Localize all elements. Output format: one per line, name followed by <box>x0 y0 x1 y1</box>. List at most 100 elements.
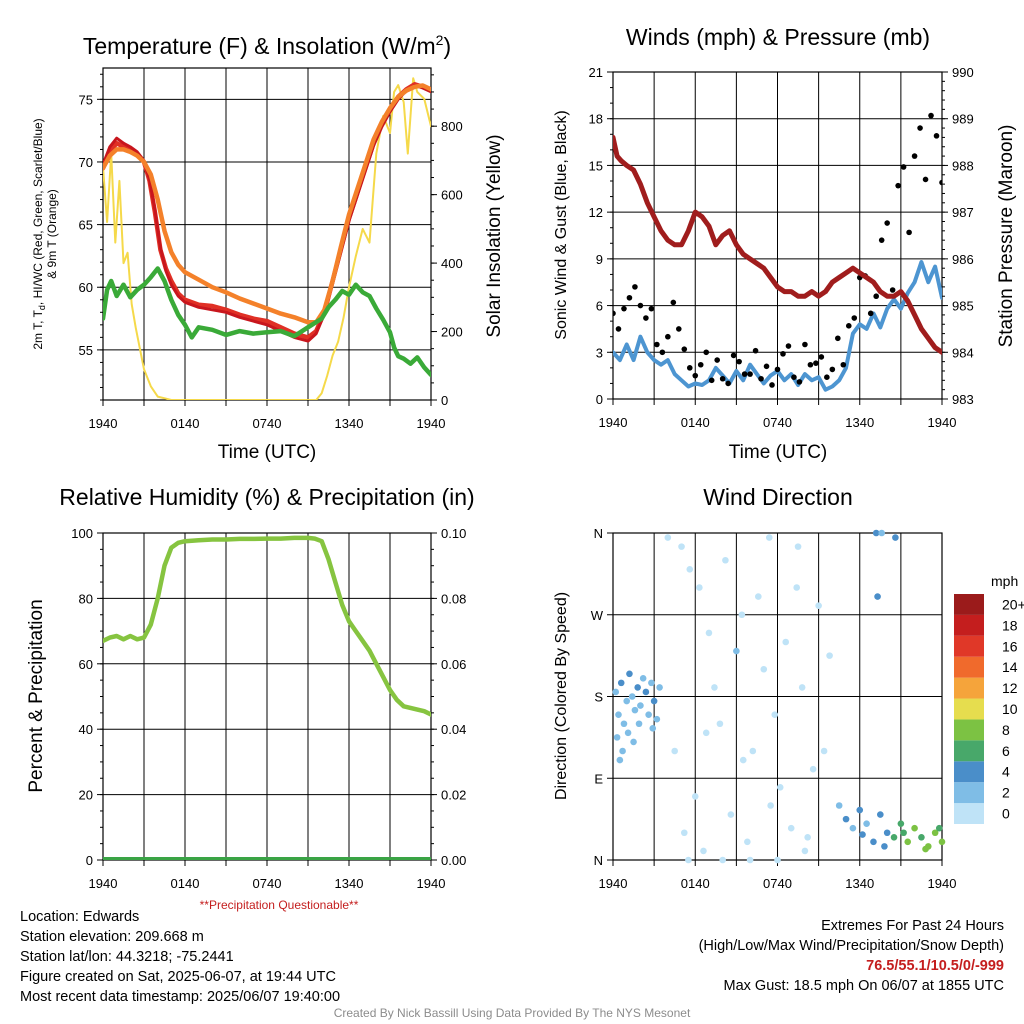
direction-point <box>617 679 625 687</box>
colorbar-swatch <box>954 719 984 741</box>
wind-gust-point <box>939 179 942 186</box>
direction-point <box>835 802 843 809</box>
direction-point <box>782 638 790 646</box>
direction-point <box>680 829 688 837</box>
direction-point <box>671 747 678 755</box>
y2-tick-label: 400 <box>441 256 463 271</box>
colorbar-swatch <box>954 614 984 636</box>
wind-gust-point <box>758 375 764 382</box>
x-tick-label: 1940 <box>928 415 957 430</box>
y-tick-label: N <box>594 526 603 541</box>
direction-point <box>664 534 672 541</box>
y2-tick-label: 987 <box>952 205 974 220</box>
direction-point <box>642 688 650 696</box>
wind-gust-point <box>752 347 759 354</box>
direction-point <box>878 529 885 537</box>
humidity-panel: Relative Humidity (%) & Precipitation (i… <box>26 484 475 912</box>
colorbar-swatch <box>954 656 984 678</box>
winds-xlabel: Time (UTC) <box>729 442 828 463</box>
max-gust: Max Gust: 18.5 mph On 06/07 at 1855 UTC <box>723 978 1004 994</box>
colorbar-title: mph <box>991 573 1018 589</box>
colorbar-label: 14 <box>1002 659 1018 675</box>
wind-gust-point <box>714 357 720 363</box>
direction-point <box>711 684 718 691</box>
station-info: Location: Edwards Station elevation: 209… <box>20 907 340 1007</box>
wind-gust-point <box>615 326 622 332</box>
wind-gust-point <box>741 371 748 377</box>
wind-gust-point <box>626 294 633 301</box>
direction-point <box>613 734 621 741</box>
direction-point <box>774 856 781 864</box>
direction-point <box>815 602 822 609</box>
y2-tick-label: 988 <box>952 158 974 173</box>
y2-tick-label: 990 <box>952 65 974 80</box>
wind-gust-point <box>900 164 907 170</box>
direction-point <box>771 711 779 718</box>
direction-point <box>649 724 657 732</box>
colorbar-label: 6 <box>1002 743 1010 759</box>
dewpoint-line <box>103 266 431 378</box>
temperature-panel: Temperature (F) & Insolation (W/m2) 55 60… <box>31 32 505 463</box>
wind-gust-point <box>637 302 644 309</box>
wind-gust-point <box>895 182 901 189</box>
direction-point <box>793 584 800 591</box>
y-tick-label: 60 <box>79 657 93 672</box>
wind-gust-point <box>676 326 682 332</box>
recent-timestamp: Most recent data timestamp: 2025/06/07 1… <box>20 989 341 1005</box>
extremes-values: 76.5/55.1/10.5/0/-999 <box>866 958 1004 974</box>
wind-gust-point <box>730 352 737 359</box>
wind-gust-point <box>725 380 731 387</box>
direction-point <box>897 820 905 827</box>
wind-gust-point <box>632 284 638 290</box>
wind-gust-point <box>785 343 792 349</box>
y2-tick-label: 983 <box>952 392 974 407</box>
direction-point <box>719 856 726 864</box>
direction-point <box>935 824 943 832</box>
wind-gust-point <box>686 365 693 371</box>
direction-point <box>705 629 713 637</box>
wind-gust-point <box>613 310 616 317</box>
y2-tick-label: 800 <box>441 119 463 134</box>
wind-gust-point <box>780 351 786 357</box>
y-tick-label: E <box>594 771 603 786</box>
colorbar-swatch <box>954 698 984 720</box>
humidity-title: Relative Humidity (%) & Precipitation (i… <box>59 484 474 510</box>
x-tick-label: 1940 <box>417 416 446 431</box>
wind-gust-point <box>802 341 808 348</box>
y-tick-label: 60 <box>79 280 93 295</box>
direction-point <box>931 829 939 837</box>
wind-gust-point <box>719 375 726 382</box>
colorbar-label: 18 <box>1002 617 1018 633</box>
colorbar-swatch <box>954 740 984 762</box>
pressure-line <box>613 134 942 355</box>
direction-point <box>749 747 757 755</box>
colorbar-swatch <box>954 761 984 783</box>
colorbar-swatch <box>954 594 984 615</box>
direction-point <box>760 665 768 673</box>
direction-point <box>794 543 802 550</box>
direction-point <box>624 729 632 737</box>
wind-gust-point <box>835 335 841 342</box>
x-tick-label: 1940 <box>599 415 628 430</box>
x-tick-label: 0140 <box>681 876 710 891</box>
colorbar-label: 0 <box>1002 806 1010 822</box>
colorbar-label: 12 <box>1002 680 1018 696</box>
colorbar-label: 2 <box>1002 785 1010 801</box>
direction-point <box>738 611 746 619</box>
wind-gust-point <box>889 287 896 293</box>
colorbar-label: 8 <box>1002 722 1010 738</box>
x-tick-label: 1340 <box>335 416 364 431</box>
y2-tick-label: 0.10 <box>441 526 466 541</box>
direction-point <box>746 856 754 864</box>
wind-gust-point <box>824 374 830 381</box>
y-tick-label: N <box>594 853 603 868</box>
y2-tick-label: 985 <box>952 299 974 314</box>
y-tick-label: 20 <box>79 788 93 803</box>
direction-ylabel: Direction (Colored By Speed) <box>553 592 570 800</box>
x-tick-label: 0740 <box>253 416 282 431</box>
wind-gust-point <box>703 349 710 356</box>
winds-ylabel: Sonic Wind & Gust (Blue, Black) <box>553 110 570 339</box>
y-tick-label: 6 <box>596 299 603 314</box>
y2-tick-label: 989 <box>952 112 974 127</box>
